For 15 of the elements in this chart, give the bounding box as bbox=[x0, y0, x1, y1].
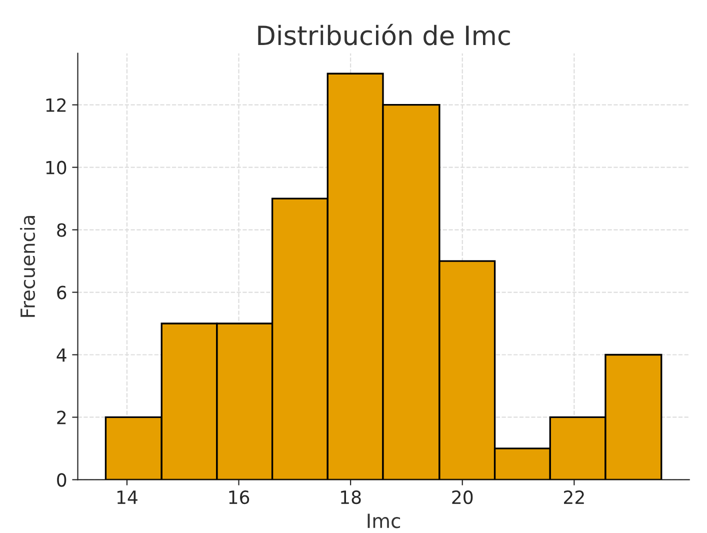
y-tick-label: 4 bbox=[56, 348, 66, 362]
y-tick-label: 6 bbox=[57, 286, 66, 300]
chart-title: Distribución de Imc bbox=[258, 24, 510, 46]
y-tick-label: 8 bbox=[57, 223, 66, 237]
y-tick-label: 2 bbox=[57, 410, 66, 424]
x-tick-label: 16 bbox=[229, 490, 250, 504]
x-tick-label: 20 bbox=[452, 490, 473, 504]
x-tick-label: 14 bbox=[117, 490, 138, 504]
y-tick-label: 10 bbox=[46, 160, 66, 174]
y-tick-label: 12 bbox=[46, 98, 66, 112]
y-tick-label: 0 bbox=[57, 473, 66, 487]
y-axis-title: Frecuencia bbox=[20, 216, 36, 317]
x-tick-label: 18 bbox=[341, 490, 361, 504]
x-axis-title: Imc bbox=[368, 514, 400, 528]
x-tick-label: 22 bbox=[564, 490, 584, 504]
